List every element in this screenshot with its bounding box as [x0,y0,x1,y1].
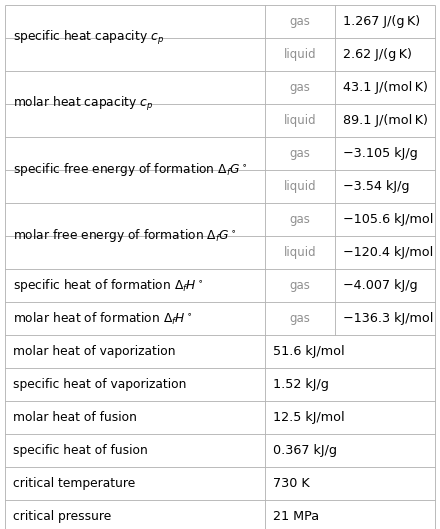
Text: gas: gas [290,279,311,292]
Text: specific heat of fusion: specific heat of fusion [13,444,148,457]
Text: −105.6 kJ/mol: −105.6 kJ/mol [343,213,433,226]
Text: specific heat of vaporization: specific heat of vaporization [13,378,187,391]
Text: gas: gas [290,15,311,28]
Text: 1.267 J/(g K): 1.267 J/(g K) [343,15,420,28]
Text: −3.54 kJ/g: −3.54 kJ/g [343,180,410,193]
Text: 21 MPa: 21 MPa [273,510,319,523]
Text: 0.367 kJ/g: 0.367 kJ/g [273,444,337,457]
Text: −136.3 kJ/mol: −136.3 kJ/mol [343,312,433,325]
Text: −120.4 kJ/mol: −120.4 kJ/mol [343,246,433,259]
Text: gas: gas [290,213,311,226]
Text: molar heat of fusion: molar heat of fusion [13,411,137,424]
Text: critical temperature: critical temperature [13,477,135,490]
Text: molar heat of formation $\Delta_f H^\circ$: molar heat of formation $\Delta_f H^\cir… [13,311,193,326]
Text: critical pressure: critical pressure [13,510,111,523]
Text: molar free energy of formation $\Delta_f G^\circ$: molar free energy of formation $\Delta_f… [13,227,237,244]
Text: −3.105 kJ/g: −3.105 kJ/g [343,147,418,160]
Text: −4.007 kJ/g: −4.007 kJ/g [343,279,418,292]
Text: liquid: liquid [284,48,316,61]
Text: specific heat of formation $\Delta_f H^\circ$: specific heat of formation $\Delta_f H^\… [13,277,204,294]
Text: 1.52 kJ/g: 1.52 kJ/g [273,378,329,391]
Text: molar heat of vaporization: molar heat of vaporization [13,345,176,358]
Text: 2.62 J/(g K): 2.62 J/(g K) [343,48,412,61]
Text: gas: gas [290,312,311,325]
Text: liquid: liquid [284,180,316,193]
Text: liquid: liquid [284,114,316,127]
Text: liquid: liquid [284,246,316,259]
Text: 12.5 kJ/mol: 12.5 kJ/mol [273,411,345,424]
Text: 89.1 J/(mol K): 89.1 J/(mol K) [343,114,428,127]
Text: gas: gas [290,147,311,160]
Text: 43.1 J/(mol K): 43.1 J/(mol K) [343,81,428,94]
Text: 730 K: 730 K [273,477,310,490]
Text: specific heat capacity $c_p$: specific heat capacity $c_p$ [13,29,164,47]
Text: 51.6 kJ/mol: 51.6 kJ/mol [273,345,345,358]
Text: gas: gas [290,81,311,94]
Text: molar heat capacity $c_p$: molar heat capacity $c_p$ [13,95,153,113]
Text: specific free energy of formation $\Delta_f G^\circ$: specific free energy of formation $\Delt… [13,161,248,178]
